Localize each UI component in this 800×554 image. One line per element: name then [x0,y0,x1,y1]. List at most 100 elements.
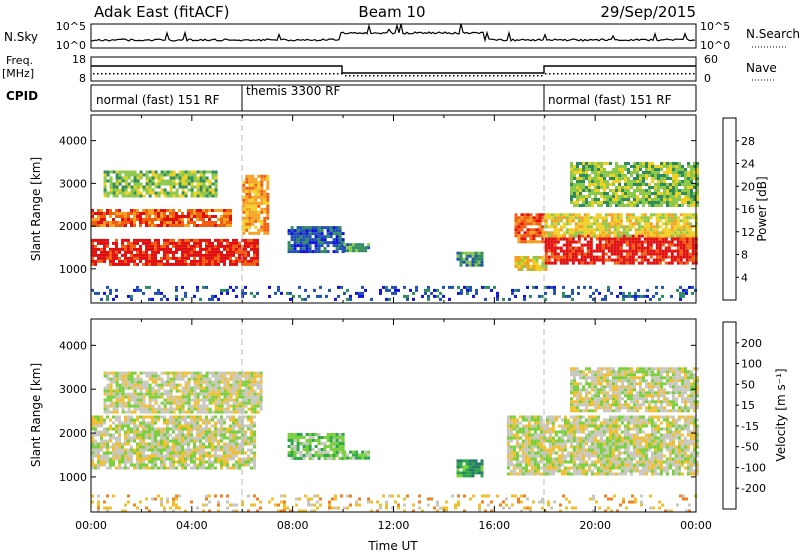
data-cell [565,261,569,265]
data-cell [468,465,472,469]
data-cell [124,253,127,257]
data-cell [169,173,173,177]
data-cell [175,244,178,248]
data-cell [526,219,530,223]
data-cell [338,235,342,239]
data-cell [586,243,590,247]
data-cell [142,212,145,215]
data-cell [142,463,145,467]
data-cell [682,240,686,244]
data-cell [229,374,233,378]
data-cell [631,240,635,244]
data-cell [517,240,521,244]
data-cell [208,395,212,399]
data-cell [112,212,115,215]
data-cell [512,427,516,431]
data-cell [127,392,131,396]
data-cell [639,186,642,189]
data-cell [667,234,671,238]
data-cell [517,256,521,259]
data-cell [136,448,139,452]
data-cell [259,389,263,393]
data-cell [208,191,212,195]
data-cell [618,165,621,168]
data-cell [178,371,182,375]
data-cell [550,213,554,217]
y-tick-label: 3000 [59,177,87,190]
data-cell [196,262,199,266]
data-cell [124,415,127,419]
data-cell [133,179,137,183]
data-cell [124,170,128,174]
data-cell [175,377,179,381]
data-cell [202,221,205,224]
data-cell [148,433,151,437]
data-cell [145,404,149,408]
data-cell [317,241,321,245]
data-cell [688,231,692,235]
data-cell [609,177,612,180]
station-title: Adak East (fitACF) [94,3,229,21]
data-cell [151,395,155,399]
data-cell [169,404,173,408]
data-cell [220,457,223,461]
data-cell [639,201,642,204]
data-cell [675,171,678,174]
data-cell [544,219,548,223]
data-cell [277,288,280,292]
data-cell [115,256,118,260]
data-cell [523,256,527,259]
data-cell [220,250,223,254]
data-cell [672,162,675,165]
data-cell [682,252,686,256]
data-cell [217,374,221,378]
data-cell [160,173,164,177]
data-cell [190,259,193,263]
data-cell [509,469,513,473]
data-cell [346,249,350,253]
data-cell [115,288,118,292]
data-cell [214,398,218,402]
data-cell [103,374,107,378]
data-cell [643,255,647,259]
data-cell [535,240,539,244]
data-cell [681,192,684,195]
data-cell [259,374,263,378]
data-cell [598,255,602,259]
data-cell [582,195,585,198]
data-cell [181,463,184,467]
data-cell [586,249,590,253]
data-cell [259,404,263,408]
data-cell [124,380,128,384]
data-cell [97,209,100,212]
data-cell [244,285,247,289]
data-cell [637,288,640,292]
data-cell [229,383,233,387]
data-cell [465,468,469,472]
data-cell [335,238,339,242]
data-cell [172,182,176,186]
data-cell [477,471,481,475]
data-cell [136,256,139,260]
data-cell [296,448,300,451]
nave-point [377,75,379,77]
data-cell [163,194,167,198]
data-cell [205,259,208,263]
data-cell [193,451,196,455]
data-cell [456,468,460,472]
data-cell [187,256,190,260]
data-cell [332,436,336,439]
data-cell [103,457,106,461]
data-cell [287,247,291,251]
data-cell [468,474,472,478]
data-cell [640,228,644,232]
data-cell [247,374,251,378]
data-cell [172,454,175,458]
data-cell [592,255,596,259]
data-cell [187,215,190,218]
data-cell [187,209,190,212]
data-cell [556,216,560,220]
data-cell [226,371,230,375]
data-cell [109,404,113,408]
data-cell [154,259,157,263]
